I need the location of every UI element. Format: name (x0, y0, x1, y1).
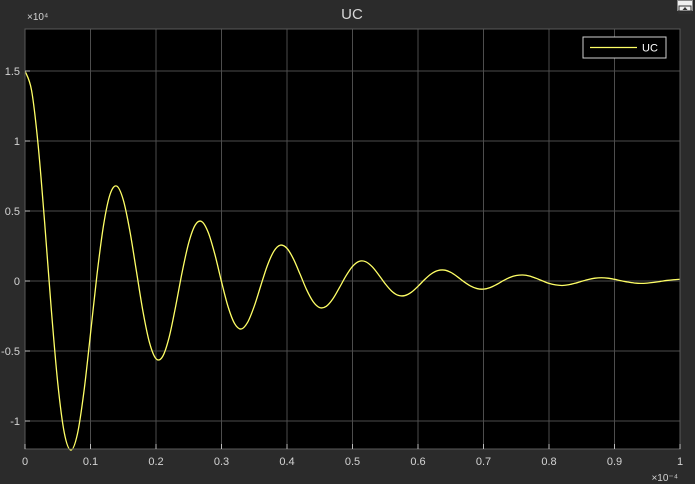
series-layer (24, 70, 681, 451)
legend[interactable]: UC (582, 36, 667, 59)
y-tick-label: 1 (14, 136, 20, 148)
series-line-uc (24, 70, 681, 451)
x-tick-label: 0.4 (279, 456, 294, 468)
y-tick-label: 0 (14, 276, 20, 288)
x-tick-label: 0.3 (214, 456, 229, 468)
y-tick-label: 0.5 (5, 206, 20, 218)
restore-view-button[interactable] (677, 0, 693, 14)
x-tick-label: 0.8 (541, 456, 556, 468)
x-tick-label: 0 (22, 456, 28, 468)
x-tick-label: 0.5 (345, 456, 360, 468)
x-tick-label: 0.2 (148, 456, 163, 468)
grid (24, 29, 681, 449)
x-tick-label: 1 (677, 456, 683, 468)
x-tick-label: 0.9 (607, 456, 622, 468)
legend-label: UC (642, 43, 658, 55)
x-tick-label: 0.6 (410, 456, 425, 468)
x-tick-label: 0.7 (476, 456, 491, 468)
y-tick-label: -0.5 (1, 346, 20, 358)
x-exponent-label: ×10⁻⁴ (651, 473, 678, 484)
restore-view-icon (678, 5, 692, 14)
y-tick-label: -1 (10, 416, 20, 428)
y-tick-label: 1.5 (5, 66, 20, 78)
y-exponent-label: ×10⁴ (27, 12, 48, 23)
x-tick-label: 0.1 (83, 456, 98, 468)
ticks: 0 0.1 0.2 0.3 0.4 0.5 0.6 0.7 0.8 0.9 1 -1 -0.5 0 0.5 1… (1, 66, 683, 468)
chart-title: UC (341, 6, 363, 23)
